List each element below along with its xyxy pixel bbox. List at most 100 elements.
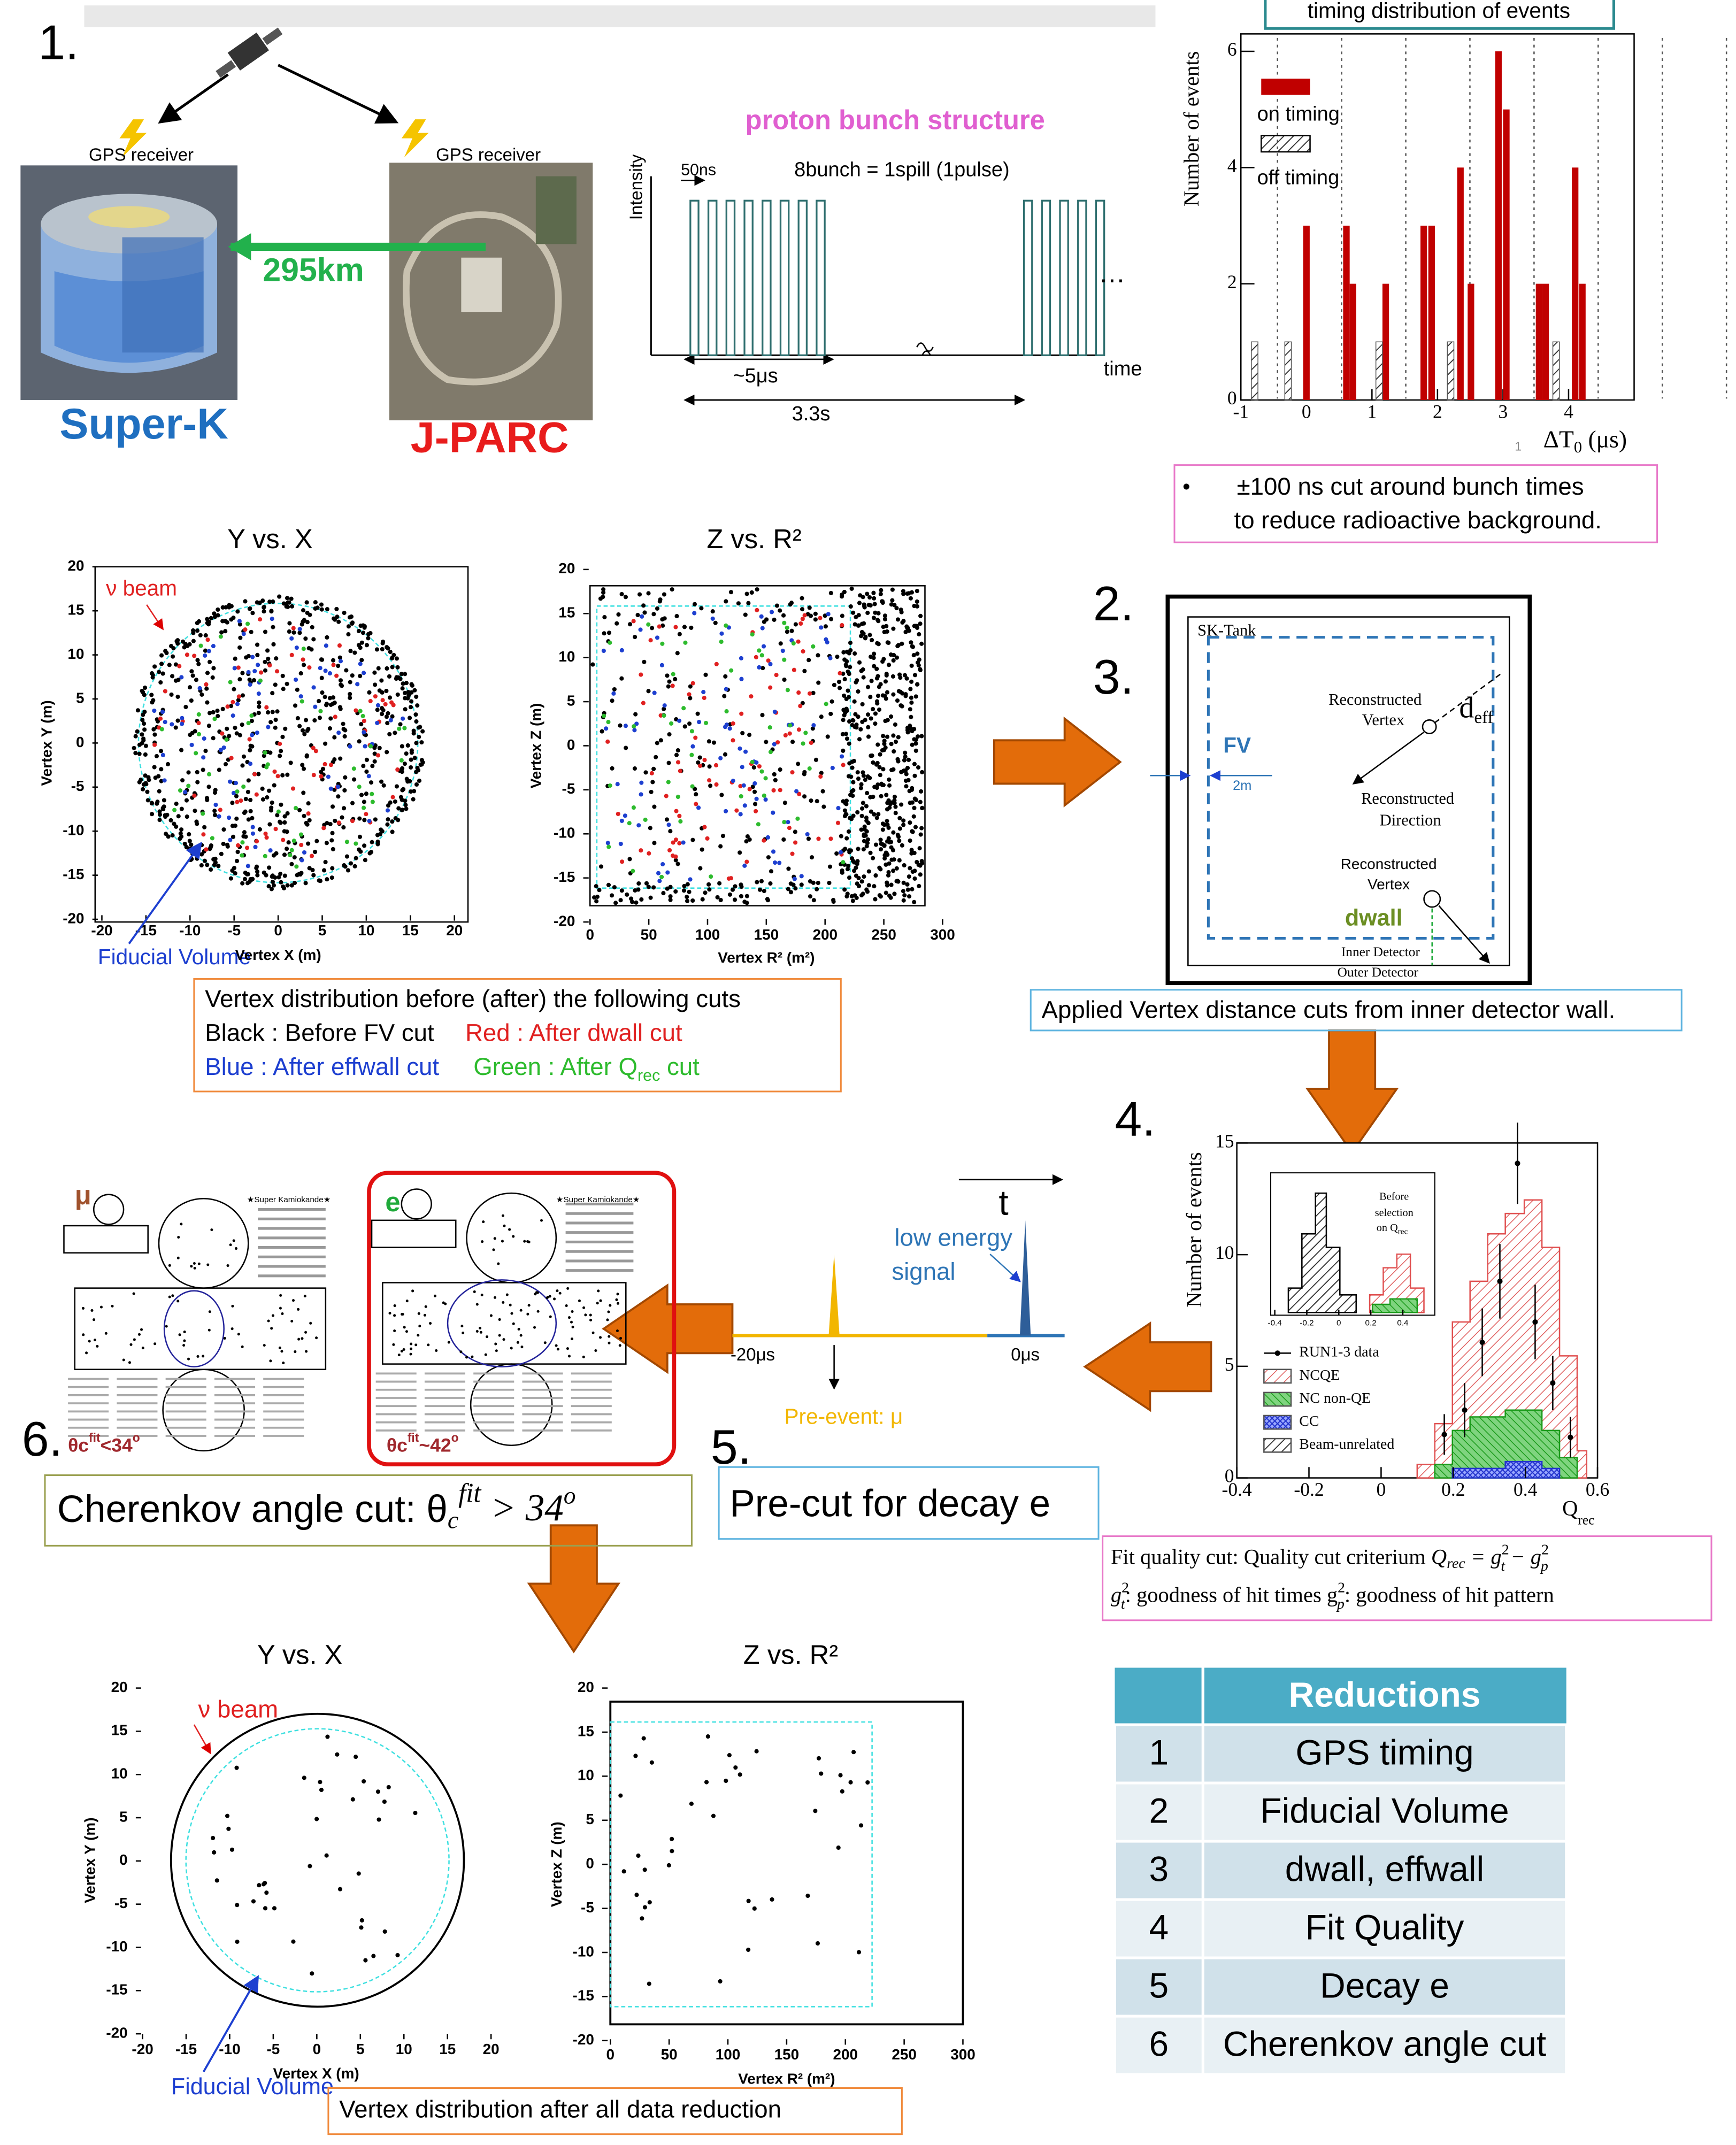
scatter-dot — [871, 656, 876, 660]
scatter-dot — [811, 690, 816, 695]
scatter-dot — [915, 599, 919, 604]
bar — [1447, 341, 1455, 401]
scatter-dot — [169, 692, 174, 697]
scatter-dot — [390, 819, 395, 824]
inset-tick-label: 0 — [1336, 1319, 1341, 1328]
inset-part: on Q — [1377, 1222, 1398, 1234]
scatter-dot — [247, 737, 252, 742]
scatter-dot — [636, 1853, 641, 1858]
scatter-dot — [313, 600, 318, 605]
scatter-dot — [137, 780, 142, 785]
scatter-dot — [240, 693, 245, 698]
scatter-dot — [846, 695, 851, 699]
scatter-dot — [220, 605, 225, 610]
legend-part: cut — [660, 1053, 700, 1080]
scatter-dot — [885, 819, 889, 824]
angle-part: θc — [68, 1435, 89, 1456]
scatter-dot — [876, 812, 881, 817]
scatter-dot — [854, 895, 859, 900]
table-cell: 3 — [1149, 1849, 1169, 1889]
caption: Pre-cut for decay e — [729, 1483, 1050, 1525]
scatter-dot — [913, 741, 918, 746]
scatter-dot — [662, 592, 666, 597]
scatter-dot — [228, 680, 233, 685]
scatter-dot — [734, 808, 739, 813]
scatter-dot — [385, 645, 389, 650]
scatter-dot — [344, 840, 349, 844]
scatter-dot — [385, 666, 389, 671]
y-tick-label: 0 — [586, 1855, 594, 1872]
scatter-dot — [885, 801, 890, 805]
scatter-dot — [267, 865, 272, 870]
y-axis-label: Vertex Z (m) — [548, 1821, 565, 1907]
scatter-dot — [191, 631, 196, 635]
scatter-dot — [285, 811, 290, 816]
table-cell: 6 — [1149, 2024, 1169, 2064]
scatter-dot — [206, 724, 211, 728]
scatter-dot — [301, 663, 306, 667]
scatter-dot — [294, 806, 298, 811]
note-part: t — [1501, 1558, 1505, 1574]
scatter-dot — [321, 826, 326, 831]
scatter-dot — [405, 1300, 409, 1303]
scatter-dot — [860, 806, 865, 811]
scatter-dot — [205, 863, 210, 867]
scatter-dot — [154, 754, 159, 759]
scatter-dot — [808, 879, 813, 884]
scatter-dot — [211, 666, 216, 671]
scatter-dot — [375, 703, 381, 708]
scatter-dot — [650, 780, 655, 785]
scatter-dot — [375, 720, 380, 725]
scatter-dot — [639, 780, 644, 785]
scatter-dot — [418, 1325, 421, 1328]
scatter-dot — [610, 698, 614, 703]
scatter-dot — [263, 659, 267, 664]
scatter-dot — [299, 843, 304, 848]
scatter-dot — [775, 740, 780, 745]
scatter-dot — [358, 709, 363, 713]
caption: Cherenkov angle cut: θcfit > 34o — [57, 1478, 576, 1534]
scatter-dot — [231, 713, 235, 718]
scatter-dot — [299, 858, 304, 863]
scatter-dot — [352, 864, 357, 868]
scatter-dot — [805, 832, 810, 837]
scatter-dot — [661, 891, 666, 896]
scatter-dot — [414, 782, 419, 787]
scatter-dot — [630, 899, 635, 904]
scatter-dot — [400, 788, 405, 793]
scatter-dot — [160, 710, 165, 714]
scatter-dot — [245, 621, 250, 626]
scatter-dot — [334, 673, 339, 678]
scatter-dot — [908, 596, 913, 601]
scatter-dot — [241, 784, 246, 789]
event-label: ★Super Kamiokande★ — [556, 1195, 640, 1204]
legend-label: on timing — [1257, 103, 1340, 126]
scatter-dot — [186, 770, 191, 775]
scatter-dot — [398, 722, 403, 727]
scatter-dot — [652, 841, 657, 845]
scatter-dot — [372, 745, 377, 750]
scatter-dot — [313, 704, 318, 709]
scatter-dot — [265, 648, 270, 653]
scatter-dot — [796, 727, 802, 732]
scatter-dot — [288, 853, 293, 858]
scatter-dot — [344, 854, 349, 859]
scatter-dot — [889, 840, 894, 844]
scatter-dot — [349, 614, 354, 619]
table-cell: Cherenkov angle cut — [1223, 2024, 1547, 2064]
legend-swatch — [1261, 79, 1310, 95]
scatter-dot — [665, 886, 670, 891]
scatter-dot — [304, 754, 309, 759]
scatter-dot — [675, 760, 681, 765]
scatter-dot — [623, 724, 628, 728]
scatter-dot — [509, 1303, 512, 1306]
scatter-dot — [897, 858, 902, 863]
scatter-dot — [444, 1302, 447, 1305]
y-tick-label: -5 — [562, 780, 575, 797]
scatter-dot — [694, 802, 698, 806]
scatter-dot — [880, 693, 885, 698]
scatter-dot — [862, 602, 866, 607]
scatter-dot — [235, 702, 240, 706]
scatter-dot — [180, 1223, 183, 1226]
scatter-dot — [270, 691, 275, 696]
